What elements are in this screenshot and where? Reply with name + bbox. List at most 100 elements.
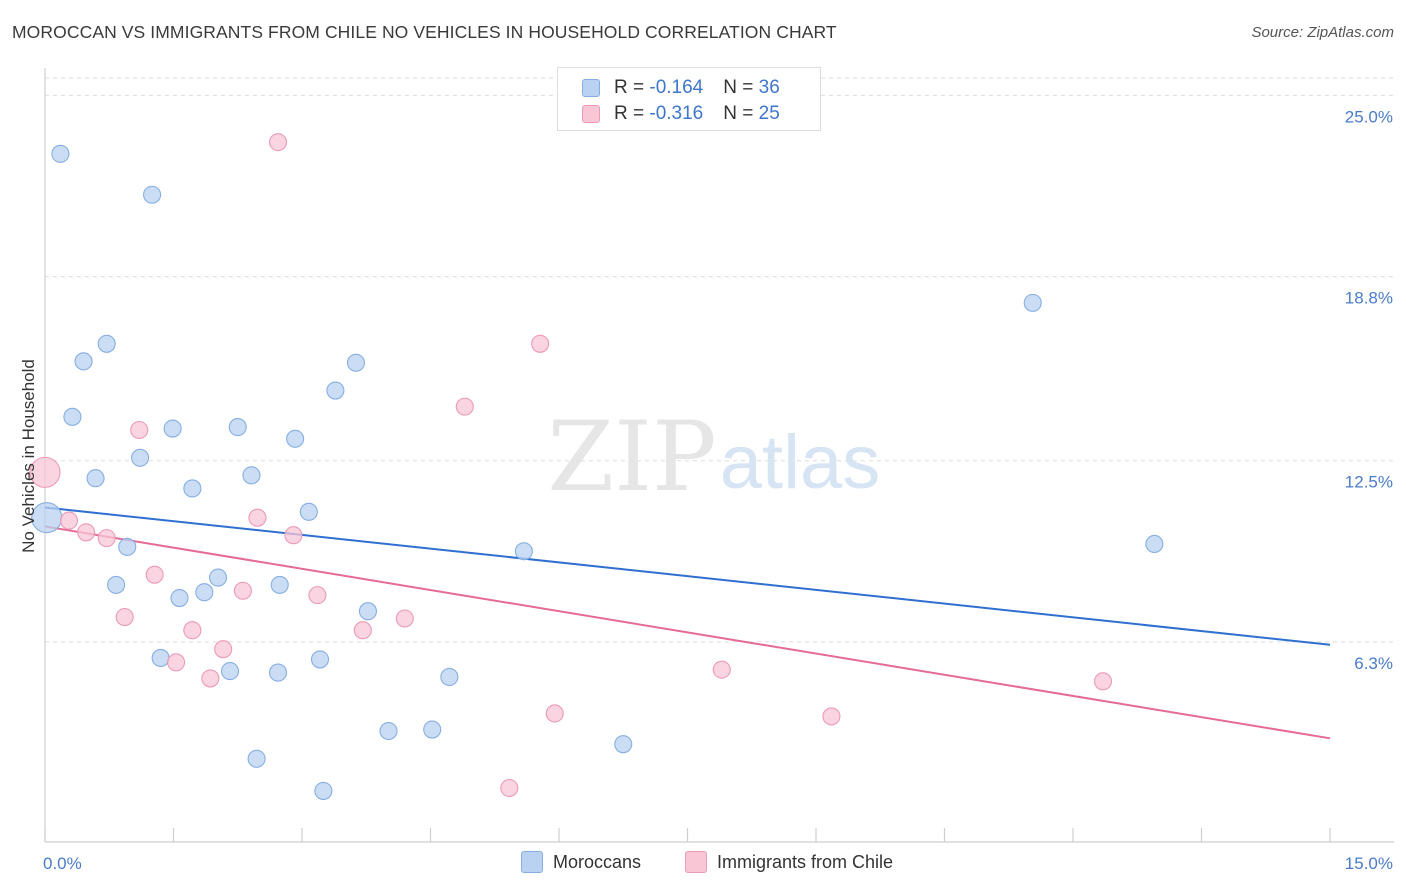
chile-point [268, 133, 288, 152]
chile-point [145, 565, 164, 584]
moroccan-point [614, 735, 633, 754]
trendline [44, 525, 1331, 740]
moroccan-point [163, 419, 182, 438]
chile-point [545, 704, 564, 723]
moroccan-point [514, 542, 533, 561]
stats-legend-row-chile: R = -0.316 N = 25 [582, 102, 780, 126]
moroccan-point [220, 662, 240, 681]
moroccan-point [118, 537, 137, 556]
r-label: R = [614, 77, 650, 98]
watermark: ZIP atlas [547, 401, 880, 513]
n-label: N = [723, 77, 759, 98]
source-label: Source: ZipAtlas.com [1251, 24, 1394, 41]
legend-swatch-pink [582, 105, 600, 123]
chile-point [500, 778, 519, 798]
chile-point [284, 526, 303, 545]
moroccan-point [143, 185, 162, 204]
chile-point [308, 586, 327, 605]
chile-point [712, 660, 731, 679]
moroccan-point [170, 588, 189, 608]
x-tick-label: 15.0% [1345, 854, 1393, 873]
moroccan-point [326, 381, 345, 400]
chile-point [455, 397, 474, 416]
chile-point [115, 607, 134, 627]
moroccan-point [440, 667, 459, 687]
r-value: -0.316 [649, 103, 704, 124]
legend-item-chile: Immigrants from Chile [685, 851, 893, 873]
chile-point [531, 334, 550, 353]
moroccan-point [270, 575, 289, 594]
chile-point [822, 707, 841, 726]
moroccan-point [183, 479, 202, 498]
chile-point [248, 508, 267, 527]
moroccan-point [299, 502, 318, 521]
stats-legend-row-moroccans: R = -0.164 N = 36 [582, 76, 780, 100]
y-tick-label: 18.8% [1345, 289, 1393, 308]
chile-point [97, 529, 116, 548]
r-label: R = [614, 103, 650, 124]
moroccan-point [346, 353, 366, 372]
moroccan-point [310, 650, 330, 669]
moroccan-point [268, 663, 288, 682]
moroccan-point [228, 418, 247, 437]
chile-point [130, 420, 149, 440]
moroccan-point [286, 429, 305, 448]
moroccan-point [51, 144, 70, 163]
chile-point [353, 621, 372, 640]
moroccan-point [1023, 293, 1042, 312]
chile-point [214, 640, 233, 659]
moroccan-point [358, 602, 378, 621]
chile-point [233, 581, 252, 600]
moroccan-point [74, 352, 93, 371]
moroccan-point [63, 407, 82, 426]
moroccan-point [208, 568, 228, 587]
grid-lines [45, 77, 1394, 643]
moroccan-point [1145, 534, 1164, 554]
n-label: N = [723, 103, 759, 124]
moroccan-point [314, 781, 333, 800]
moroccan-point [151, 648, 170, 668]
chart-title: MOROCCAN VS IMMIGRANTS FROM CHILE NO VEH… [12, 22, 837, 42]
moroccan-point [242, 466, 261, 485]
legend-swatch-moroccans [521, 851, 543, 873]
watermark-zip: ZIP [547, 401, 716, 513]
y-tick-label: 6.3% [1354, 654, 1393, 673]
y-tick-label: 12.5% [1345, 473, 1393, 492]
y-axis-label: No Vehicles in Household [19, 359, 38, 553]
n-value: 25 [758, 103, 780, 124]
x-tick-label: 0.0% [43, 854, 82, 873]
series-legend: Moroccans Immigrants from Chile [0, 851, 1406, 879]
moroccan-point [86, 469, 105, 488]
y-tick-label: 25.0% [1345, 107, 1393, 126]
watermark-atlas: atlas [720, 420, 881, 505]
chile-point [167, 653, 186, 672]
chile-point [59, 511, 79, 530]
chile-point [1093, 672, 1113, 691]
chile-point [201, 669, 220, 688]
trendlines [44, 506, 1331, 740]
moroccan-point [195, 583, 214, 602]
moroccan-point [423, 720, 442, 739]
moroccan-point [131, 448, 150, 467]
n-value: 36 [758, 77, 780, 98]
legend-item-moroccans: Moroccans [521, 851, 641, 873]
moroccan-point [247, 749, 266, 768]
r-value: -0.164 [649, 77, 704, 98]
chile-point [29, 456, 61, 488]
legend-label-moroccans: Moroccans [553, 851, 642, 872]
legend-swatch-blue [582, 79, 600, 97]
moroccan-point [379, 721, 398, 741]
legend-label-chile: Immigrants from Chile [717, 851, 894, 872]
moroccan-point [97, 334, 116, 353]
chile-point [183, 621, 202, 640]
chile-point [395, 609, 414, 628]
stats-legend: R = -0.164 N = 36 R = -0.316 N = 25 [557, 67, 821, 131]
legend-swatch-chile [685, 851, 707, 873]
chile-point [77, 523, 96, 542]
data-points [29, 133, 1164, 800]
trendline [44, 506, 1331, 646]
axes [44, 68, 1394, 843]
tick-labels: 6.3% 12.5% 18.8% 25.0% 0.0% 15.0% [43, 107, 1393, 873]
moroccan-point [107, 575, 126, 594]
